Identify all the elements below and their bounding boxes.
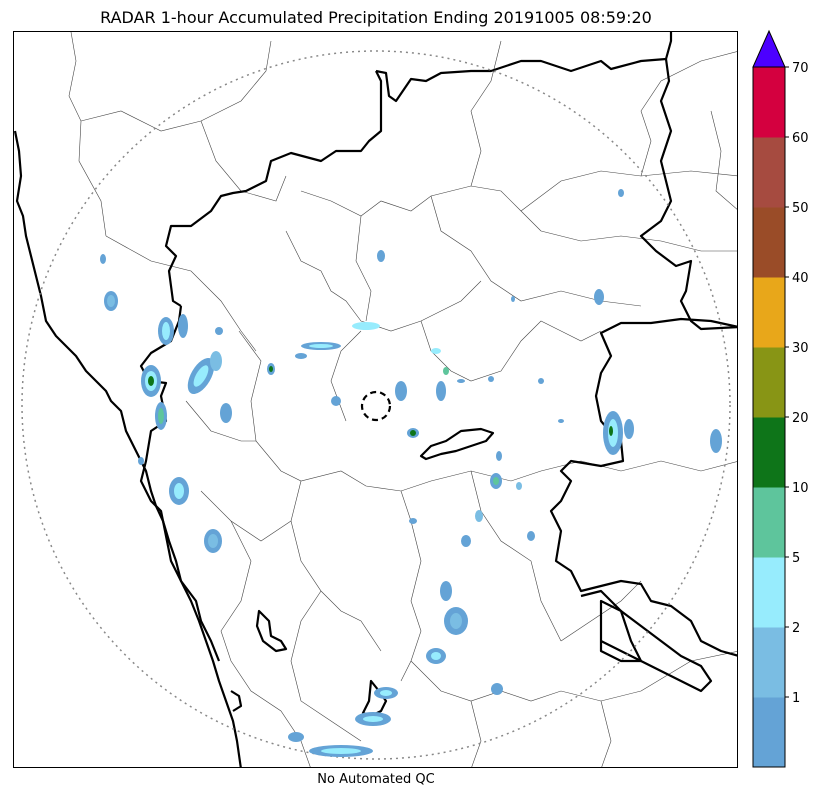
colorbar-tick-label: 70: [792, 61, 809, 76]
colorbar-tick-label: 1: [792, 691, 800, 706]
colorbar-tick-label: 60: [792, 131, 809, 146]
district-borders: [68, 32, 737, 767]
colorbar-segment: [753, 627, 785, 698]
colorbar-tick-label: 10: [792, 481, 809, 496]
colorbar-segment: [753, 67, 785, 138]
range-ring: [21, 50, 731, 760]
colorbar-segment: [753, 697, 785, 768]
radar-map[interactable]: [13, 31, 738, 768]
colorbar-segment: [753, 207, 785, 278]
colorbar-legend: 1 2 5 10 20 30 40 50 60 70: [746, 28, 825, 770]
colorbar-segment: [753, 557, 785, 628]
qc-note: No Automated QC: [317, 772, 435, 787]
colorbar-tick-label: 30: [792, 341, 809, 356]
coastline: [14, 130, 242, 767]
colorbar-tick-label: 2: [792, 621, 800, 636]
colorbar-segment: [753, 487, 785, 558]
colorbar-tick-label: 50: [792, 201, 809, 216]
colorbar-segment: [753, 137, 785, 208]
state-borders: [139, 32, 737, 718]
colorbar-segment: [753, 347, 785, 418]
colorbar-tick-label: 40: [792, 271, 809, 286]
colorbar-segment: [753, 417, 785, 488]
radar-site-marker[interactable]: [360, 390, 392, 422]
precipitation-echoes: [100, 189, 722, 757]
colorbar-extend-triangle: [752, 29, 786, 68]
colorbar-segment: [753, 277, 785, 348]
colorbar-tick-label: 20: [792, 411, 809, 426]
chart-title: RADAR 1-hour Accumulated Precipitation E…: [100, 8, 652, 27]
colorbar-tick-label: 5: [792, 551, 800, 566]
